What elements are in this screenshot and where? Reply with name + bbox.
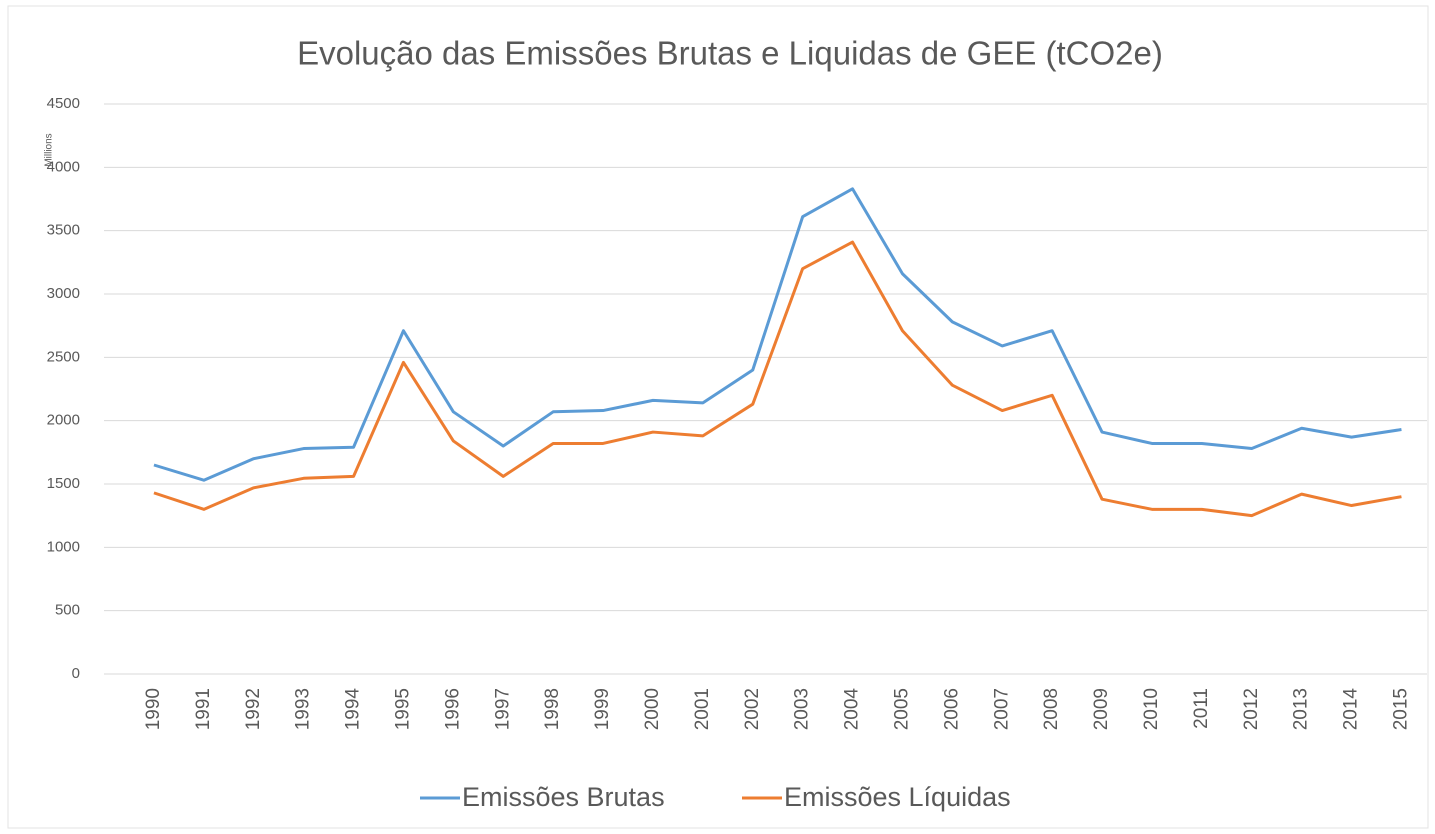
y-tick-label: 2500 (47, 348, 80, 365)
y-tick-label: 500 (55, 602, 80, 619)
chart-title: Evolução das Emissões Brutas e Liquidas … (297, 35, 1163, 72)
x-tick-label: 2003 (792, 688, 813, 730)
x-tick-label: 2008 (1041, 688, 1062, 730)
y-unit-label: Millions (44, 133, 55, 166)
x-tick-label: 1992 (243, 688, 264, 730)
series-line (153, 187, 1402, 482)
y-tick-label: 2000 (47, 412, 80, 429)
y-tick-label: 1500 (47, 475, 80, 492)
x-tick-label: 1990 (143, 688, 164, 730)
x-tick-label: 2006 (941, 688, 962, 730)
x-tick-label: 1994 (343, 688, 364, 731)
x-tick-label: 1995 (392, 688, 413, 730)
x-tick-label: 2007 (991, 688, 1012, 730)
x-tick-label: 2011 (1191, 688, 1212, 729)
y-tick-label: 3500 (47, 222, 80, 239)
x-tick-label: 2012 (1241, 688, 1262, 730)
x-tick-label: 2013 (1291, 688, 1312, 730)
x-tick-label: 2002 (742, 688, 763, 730)
x-tick-label: 1996 (442, 688, 463, 730)
series-line (153, 240, 1402, 518)
legend-label: Emissões Líquidas (784, 782, 1011, 812)
x-tick-label: 2010 (1141, 688, 1162, 730)
x-tick-label: 1991 (193, 688, 214, 730)
x-tick-label: 1993 (293, 688, 314, 730)
chart-border (7, 5, 1429, 829)
y-tick-label: 0 (72, 665, 80, 682)
x-tick-label: 2015 (1390, 688, 1411, 730)
x-tick-label: 1998 (542, 688, 563, 730)
legend-label: Emissões Brutas (462, 782, 665, 812)
x-tick-label: 1999 (592, 688, 613, 730)
y-tick-label: 3000 (47, 285, 80, 302)
x-tick-label: 1997 (492, 688, 513, 730)
x-tick-label: 2000 (642, 688, 663, 730)
x-tick-label: 2009 (1091, 688, 1112, 730)
x-tick-label: 2005 (891, 688, 912, 730)
y-tick-label: 1000 (47, 538, 80, 555)
x-tick-label: 2004 (842, 688, 863, 731)
y-tick-label: 4500 (47, 95, 80, 112)
x-tick-label: 2001 (692, 688, 713, 730)
y-tick-label: 4000 (47, 158, 80, 175)
x-tick-label: 2014 (1341, 688, 1362, 731)
